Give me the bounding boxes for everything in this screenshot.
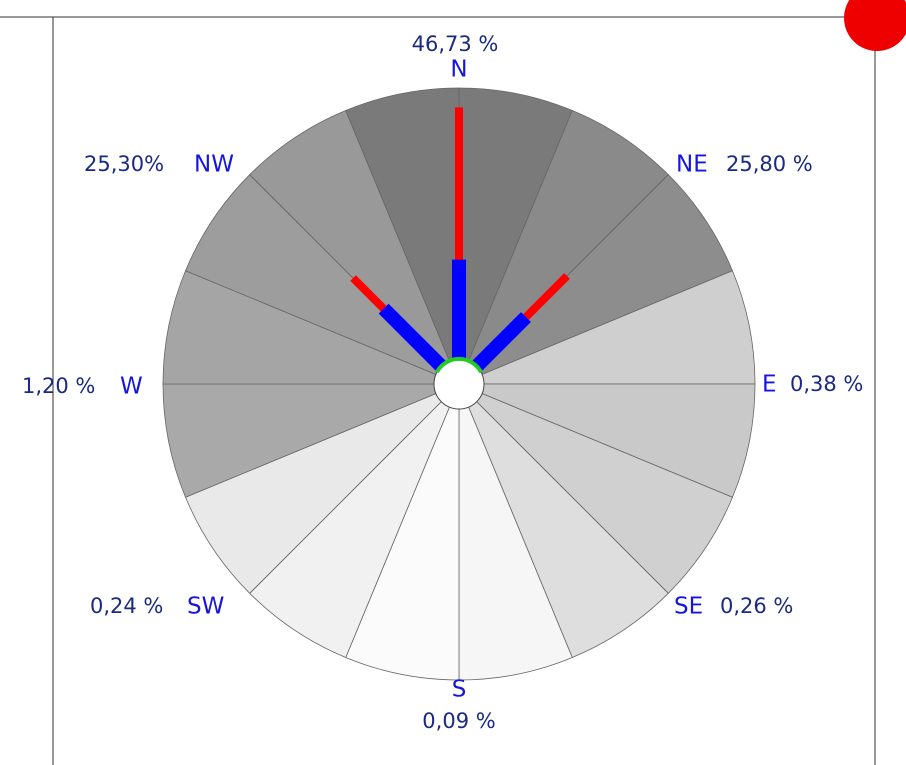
sectors: [162, 87, 756, 681]
sector: [458, 383, 756, 498]
sector: [458, 383, 733, 594]
direction-label: NE: [676, 152, 708, 178]
direction-label: N: [450, 57, 467, 83]
sector: [345, 383, 460, 681]
direction-label: SE: [674, 594, 703, 620]
percent-label: 0,24 %: [90, 594, 163, 618]
sector: [458, 110, 669, 385]
percent-label: 46,73 %: [412, 32, 499, 56]
percent-label: 25,80 %: [726, 152, 813, 176]
percent-label: 0,09 %: [422, 709, 495, 733]
labels: N46,73 % NE 25,80 % E 0,38 % SE 0,26 % S 0,09 % S…: [22, 32, 863, 733]
sector: [458, 174, 733, 385]
sector: [249, 383, 460, 658]
record-indicator[interactable]: [844, 0, 906, 51]
sector: [458, 270, 756, 385]
sector: [185, 383, 460, 594]
sector: [458, 383, 669, 658]
percent-label: 25,30%: [84, 152, 164, 176]
direction-label: W: [120, 374, 143, 400]
percent-label: 1,20 %: [22, 374, 95, 398]
center-ring: [435, 356, 483, 374]
direction-label: NW: [194, 152, 234, 178]
sector: [162, 270, 460, 385]
sector: [162, 383, 460, 498]
direction-label: E: [762, 372, 777, 398]
direction-label: S: [452, 677, 467, 703]
sector: [249, 110, 460, 385]
direction-label: SW: [187, 594, 224, 620]
sector: [345, 87, 460, 385]
sector: [185, 174, 460, 385]
percent-label: 0,26 %: [720, 594, 793, 618]
sector: [458, 87, 573, 385]
sector: [458, 383, 573, 681]
percent-label: 0,38 %: [790, 372, 863, 396]
